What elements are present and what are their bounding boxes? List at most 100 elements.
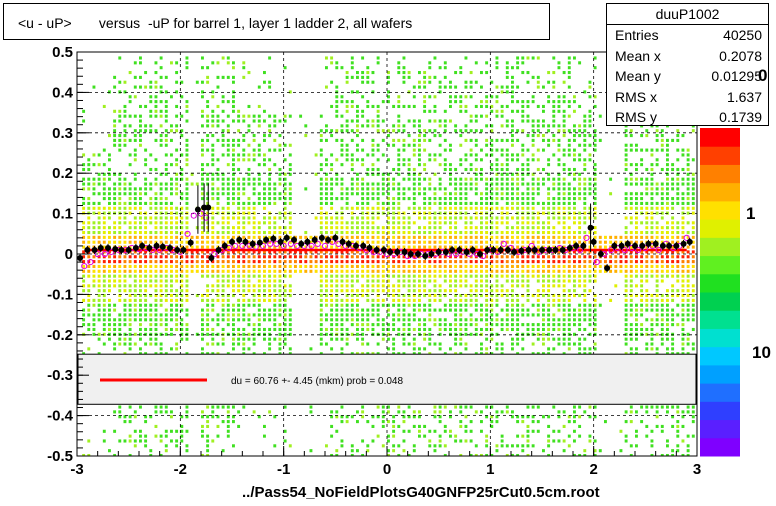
y-tick-label: 0.5 [52, 44, 73, 61]
magenta-point [621, 246, 628, 254]
black-point [645, 240, 652, 247]
black-point [597, 251, 604, 257]
black-point [84, 246, 91, 253]
black-point [139, 242, 146, 249]
black-point [380, 246, 387, 253]
black-point [332, 234, 339, 241]
stats-value: 40250 [723, 27, 762, 43]
black-point [449, 246, 456, 253]
black-point [415, 251, 421, 257]
black-point [291, 236, 297, 243]
black-point [366, 244, 373, 251]
legend-text: du = 60.76 +- 4.45 (mkm) prob = 0.048 [231, 376, 403, 387]
black-point [407, 251, 414, 257]
black-point [221, 242, 228, 249]
color-scale-segment [700, 237, 740, 257]
black-point [236, 236, 243, 243]
black-point [484, 246, 491, 253]
black-point [401, 248, 408, 255]
black-point [112, 246, 119, 253]
black-point [174, 246, 181, 253]
y-tick-label: -0.5 [47, 448, 73, 465]
black-point [673, 242, 680, 249]
black-point [422, 253, 429, 260]
x-tick-label: -3 [70, 461, 83, 478]
stats-key: RMS y [615, 109, 657, 125]
black-point [463, 248, 470, 255]
plot-title-box: <u - uP> versus -uP for barrel 1, layer … [3, 3, 550, 40]
black-point [394, 248, 401, 255]
color-scale-segment [700, 273, 740, 293]
black-point [205, 204, 212, 211]
black-point [304, 238, 311, 245]
black-point [311, 236, 318, 243]
black-point [680, 240, 687, 247]
magenta-point [239, 242, 246, 250]
black-point [256, 239, 263, 246]
black-point [435, 248, 442, 255]
color-scale-segment [700, 419, 740, 439]
x-tick-label: -2 [174, 461, 187, 478]
black-point [618, 242, 625, 249]
black-point [456, 246, 463, 253]
color-scale-segment [700, 310, 740, 329]
magenta-point [190, 212, 197, 219]
black-point [546, 246, 553, 253]
black-point [242, 238, 249, 245]
y-tick-label: 0.3 [52, 125, 73, 142]
black-point [442, 248, 449, 255]
black-point [187, 239, 194, 246]
magenta-point [81, 263, 88, 270]
color-scale-segment [700, 128, 740, 147]
black-point [77, 255, 84, 262]
z-axis-label-0: 0 [758, 66, 768, 85]
stats-value: 0.1739 [719, 109, 762, 125]
black-point [270, 235, 277, 242]
color-scale-segment [700, 292, 740, 311]
black-point [652, 240, 659, 247]
black-point [632, 242, 638, 249]
magenta-point [655, 246, 662, 254]
y-tick-label: -0.1 [47, 286, 73, 303]
black-point [552, 246, 559, 253]
black-point [525, 246, 532, 253]
black-point [277, 238, 284, 245]
color-scale-segment [700, 328, 740, 348]
black-point [318, 234, 325, 241]
color-scale-segment [700, 219, 740, 238]
magenta-point [101, 250, 109, 258]
magenta-point [203, 214, 210, 221]
black-point [604, 265, 611, 272]
stats-title: duuP1002 [607, 4, 768, 25]
black-point [477, 251, 483, 257]
magenta-point [87, 258, 94, 266]
black-point [611, 242, 618, 249]
stats-box: duuP1002 Entries 40250 Mean x 0.2078 Mean … [606, 3, 769, 126]
y-tick-label: -0.4 [47, 408, 74, 425]
black-point [229, 238, 235, 245]
density-heatmap [82, 56, 695, 456]
magenta-point [321, 242, 329, 250]
black-point [659, 242, 666, 249]
color-scale-segment [700, 164, 740, 184]
black-point [201, 204, 208, 211]
black-point [97, 244, 104, 251]
stats-row-mean-y: Mean y 0.01295 [607, 66, 768, 87]
black-point [345, 240, 352, 247]
black-point [118, 246, 125, 253]
stats-key: RMS x [615, 88, 657, 105]
plot-title: <u - uP> versus -uP for barrel 1, layer … [18, 15, 413, 31]
black-point [215, 246, 222, 253]
color-scale-segment [700, 437, 740, 457]
black-point [180, 246, 187, 253]
color-scale-segment [700, 200, 740, 220]
stats-value: 1.637 [726, 88, 762, 105]
profile-points [77, 183, 693, 273]
color-scale-segment [700, 364, 740, 384]
stats-key: Mean x [615, 47, 661, 64]
magenta-point [267, 240, 274, 247]
black-point [490, 246, 497, 253]
black-point [666, 242, 673, 249]
stats-key: Mean y [615, 68, 661, 84]
